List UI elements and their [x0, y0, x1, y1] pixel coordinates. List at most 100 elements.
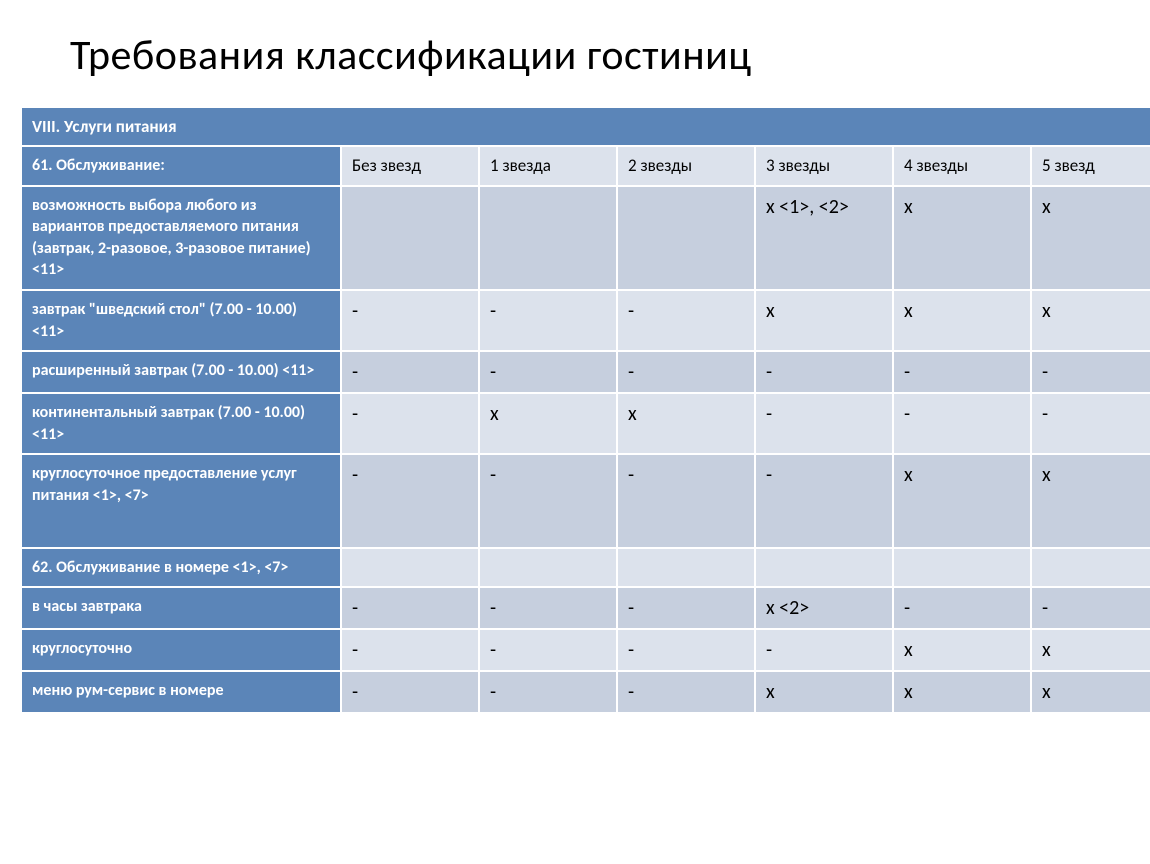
cell-value: x	[904, 680, 913, 704]
data-cell: x	[893, 290, 1031, 351]
data-cell: -	[1031, 351, 1150, 393]
table-row: возможность выбора любого из вариантов п…	[21, 186, 1150, 290]
cell-value: -	[904, 596, 910, 620]
cell-value: x	[766, 299, 775, 323]
cell-value: x	[766, 680, 775, 704]
cell-value: -	[352, 638, 358, 662]
cell-value: -	[1042, 402, 1048, 426]
data-cell: x	[1031, 671, 1150, 713]
table-row: круглосуточное предоставление услуг пита…	[21, 454, 1150, 547]
cell-value: -	[628, 299, 634, 323]
cell-value: -	[352, 680, 358, 704]
data-cell: x	[893, 186, 1031, 290]
cell-value: -	[352, 299, 358, 323]
cell-value: -	[904, 360, 910, 384]
cell-value: x	[1042, 638, 1051, 662]
page-title: Требования классификации гостиниц	[70, 30, 1130, 81]
data-cell	[617, 548, 755, 588]
section-header: VIII. Услуги питания	[21, 107, 1150, 146]
row-label: возможность выбора любого из вариантов п…	[21, 186, 341, 290]
table-row: круглосуточно----xx	[21, 629, 1150, 671]
data-cell: x	[1031, 629, 1150, 671]
data-cell: x	[755, 290, 893, 351]
cell-value: x	[1042, 463, 1051, 487]
data-cell: -	[617, 671, 755, 713]
cell-value: -	[766, 638, 772, 662]
data-cell	[755, 548, 893, 588]
row-label: завтрак "шведский стол" (7.00 - 10.00) <…	[21, 290, 341, 351]
data-cell: x <1>, <2>	[755, 186, 893, 290]
column-header-row: 61. Обслуживание: Без звезд 1 звезда 2 з…	[21, 146, 1150, 186]
cell-value: x <2>	[766, 596, 809, 620]
data-cell: -	[893, 587, 1031, 629]
col-header: 3 звезды	[755, 146, 893, 186]
table-row: меню рум-сервис в номере---xxx	[21, 671, 1150, 713]
slide-container: Требования классификации гостиниц VIII. …	[0, 0, 1150, 714]
data-cell	[479, 548, 617, 588]
cell-value: x	[904, 638, 913, 662]
data-cell: -	[617, 290, 755, 351]
cell-value: -	[352, 463, 358, 487]
data-cell: x	[1031, 290, 1150, 351]
cell-value: -	[1042, 360, 1048, 384]
cell-value: -	[628, 463, 634, 487]
col-header: 4 звезды	[893, 146, 1031, 186]
data-cell	[341, 548, 479, 588]
row-label: круглосуточно	[21, 629, 341, 671]
data-cell: -	[1031, 393, 1150, 454]
data-cell: -	[893, 393, 1031, 454]
table-row: завтрак "шведский стол" (7.00 - 10.00) <…	[21, 290, 1150, 351]
row-label: меню рум-сервис в номере	[21, 671, 341, 713]
cell-value: x	[904, 463, 913, 487]
cell-value: -	[490, 463, 496, 487]
data-cell	[341, 186, 479, 290]
cell-value: x	[490, 402, 499, 426]
cell-value: -	[1042, 596, 1048, 620]
data-cell	[617, 186, 755, 290]
requirements-table: VIII. Услуги питания 61. Обслуживание: Б…	[20, 106, 1150, 714]
cell-value: -	[490, 360, 496, 384]
cell-value: x	[1042, 680, 1051, 704]
table-row: континентальный завтрак (7.00 - 10.00) <…	[21, 393, 1150, 454]
data-cell: -	[1031, 587, 1150, 629]
row-label: 62. Обслуживание в номере <1>, <7>	[21, 548, 341, 588]
data-cell: -	[755, 351, 893, 393]
cell-value: x	[904, 299, 913, 323]
cell-value: x	[628, 402, 637, 426]
cell-value: x	[1042, 299, 1051, 323]
cell-value: -	[766, 463, 772, 487]
data-cell: x	[893, 629, 1031, 671]
data-cell: -	[893, 351, 1031, 393]
cell-value: x	[1042, 195, 1051, 219]
data-cell: x	[893, 454, 1031, 547]
data-cell: x	[479, 393, 617, 454]
cell-value: x <1>, <2>	[766, 195, 849, 219]
cell-value: -	[352, 360, 358, 384]
table-row: 62. Обслуживание в номере <1>, <7>	[21, 548, 1150, 588]
data-cell: -	[755, 393, 893, 454]
row-label: расширенный завтрак (7.00 - 10.00) <11>	[21, 351, 341, 393]
data-cell: -	[617, 454, 755, 547]
cell-value: -	[628, 360, 634, 384]
data-cell: -	[479, 290, 617, 351]
data-cell: -	[617, 587, 755, 629]
data-cell	[1031, 548, 1150, 588]
row-label: круглосуточное предоставление услуг пита…	[21, 454, 341, 547]
data-cell: -	[341, 393, 479, 454]
col-header: 2 звезды	[617, 146, 755, 186]
data-cell: x	[1031, 454, 1150, 547]
data-cell: -	[341, 629, 479, 671]
col-header: Без звезд	[341, 146, 479, 186]
cell-value: -	[766, 360, 772, 384]
data-cell	[893, 548, 1031, 588]
data-cell: x <2>	[755, 587, 893, 629]
cell-value: -	[352, 596, 358, 620]
table-row: в часы завтрака---x <2>--	[21, 587, 1150, 629]
data-cell: -	[479, 454, 617, 547]
cell-value: -	[352, 402, 358, 426]
cell-value: -	[490, 680, 496, 704]
row-label: в часы завтрака	[21, 587, 341, 629]
cell-value: -	[490, 596, 496, 620]
data-cell: -	[341, 290, 479, 351]
col-header: 1 звезда	[479, 146, 617, 186]
